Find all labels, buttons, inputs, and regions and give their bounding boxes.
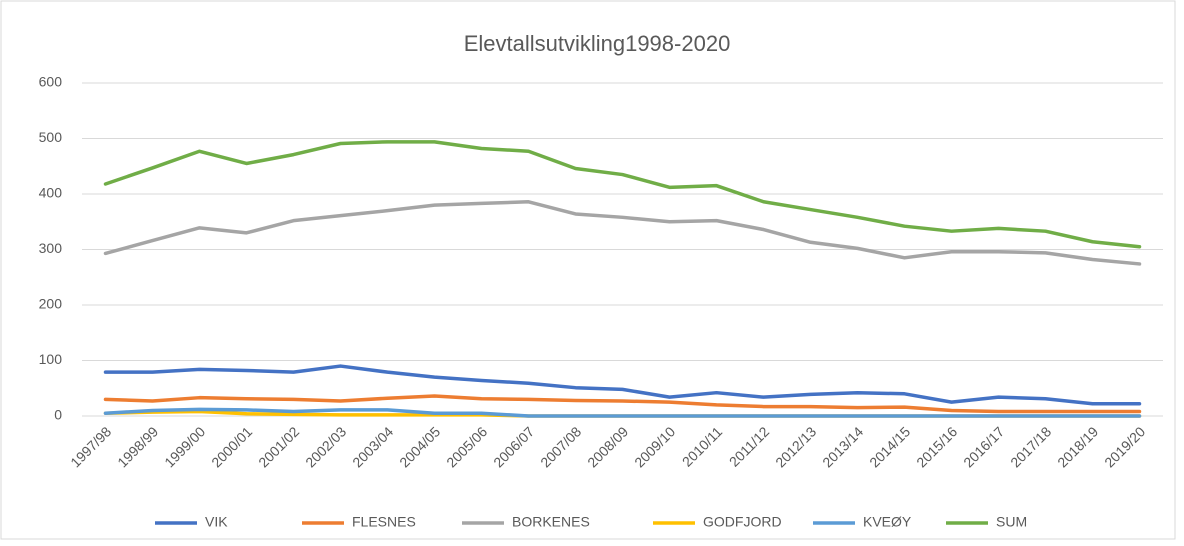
y-tick-label: 600 bbox=[39, 74, 63, 90]
series-line bbox=[103, 364, 1142, 406]
legend-label: VIK bbox=[205, 514, 228, 530]
series-line bbox=[103, 407, 1142, 418]
legend-label: FLESNES bbox=[352, 514, 416, 530]
y-tick-label: 500 bbox=[39, 129, 63, 145]
y-tick-label: 300 bbox=[39, 240, 63, 256]
legend-label: KVEØY bbox=[863, 514, 912, 530]
series-line bbox=[103, 394, 1142, 414]
series-line bbox=[103, 200, 1142, 266]
y-tick-label: 0 bbox=[54, 407, 62, 423]
chart-title: Elevtallsutvikling1998-2020 bbox=[464, 31, 731, 56]
legend-label: SUM bbox=[996, 514, 1027, 530]
y-tick-label: 400 bbox=[39, 185, 63, 201]
y-tick-label: 100 bbox=[39, 351, 63, 367]
series-line bbox=[103, 140, 1142, 249]
y-tick-label: 200 bbox=[39, 296, 63, 312]
legend-label: GODFJORD bbox=[703, 514, 782, 530]
legend-label: BORKENES bbox=[512, 514, 590, 530]
